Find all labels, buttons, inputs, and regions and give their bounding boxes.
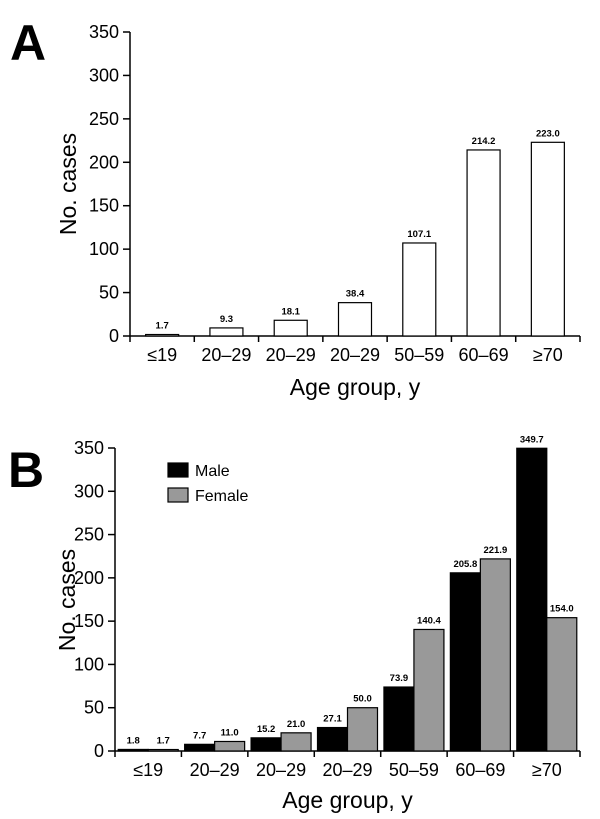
bar-female — [479, 558, 511, 752]
bar-female — [147, 748, 179, 752]
x-tick-label: ≥70 — [533, 345, 563, 365]
x-tick-label: ≤19 — [133, 760, 163, 780]
panel-a: A 0 50 100 150 200 250 300 350 ≤19 20–29 20–29 20–2… — [10, 15, 581, 400]
y-tick-label: 150 — [74, 611, 104, 631]
data-label: 27.1 — [323, 714, 342, 725]
x-tick-label: 20–29 — [266, 345, 316, 365]
data-label: 1.8 — [127, 735, 140, 746]
data-label: 205.8 — [453, 559, 477, 570]
data-label: 7.7 — [193, 730, 206, 741]
data-label: 107.1 — [407, 229, 431, 240]
bar-female — [413, 628, 445, 752]
panel-b-letter: B — [8, 442, 44, 498]
data-label: 1.7 — [156, 321, 169, 332]
x-tick-label: 50–59 — [389, 760, 439, 780]
data-label: 154.0 — [550, 604, 574, 615]
x-tick-label: 20–29 — [330, 345, 380, 365]
bar-male — [316, 726, 349, 752]
data-label: 73.9 — [390, 673, 409, 684]
y-tick-label: 100 — [74, 654, 104, 674]
x-tick-label: 20–29 — [322, 760, 372, 780]
bar-value — [337, 302, 373, 337]
data-label: 223.0 — [536, 128, 560, 139]
x-tick-label: 20–29 — [256, 760, 306, 780]
bar-female — [280, 732, 312, 752]
legend-label: Male — [195, 463, 230, 480]
bar-male — [383, 686, 415, 752]
y-axis-title: No. cases — [55, 133, 81, 235]
x-tick-label: ≤19 — [147, 345, 177, 365]
x-tick-label: ≥70 — [532, 760, 562, 780]
y-tick-label: 100 — [89, 239, 119, 259]
y-tick-label: 350 — [74, 438, 104, 458]
data-label: 50.0 — [353, 694, 372, 705]
data-label: 11.0 — [221, 727, 239, 738]
data-label: 140.4 — [417, 615, 441, 626]
data-label: 349.7 — [520, 434, 544, 445]
panel-b: B 0 50 100 150 200 250 300 350 ≤19 20–29 20–29 20–2… — [8, 434, 581, 813]
y-tick-label: 250 — [89, 109, 119, 129]
bar-male — [117, 748, 149, 752]
data-label: 221.9 — [483, 545, 507, 556]
y-tick-label: 0 — [109, 326, 119, 346]
y-tick-label: 250 — [74, 525, 104, 545]
bar-value — [145, 333, 180, 337]
x-tick-label: 50–59 — [394, 345, 444, 365]
y-tick-label: 300 — [74, 481, 104, 501]
y-tick-label: 200 — [74, 568, 104, 588]
bar-value — [466, 149, 501, 337]
y-tick-label: 0 — [94, 741, 104, 761]
y-tick-label: 150 — [89, 196, 119, 216]
data-label: 1.7 — [157, 736, 170, 747]
bar-male — [184, 743, 216, 752]
x-tick-label: 60–69 — [455, 760, 505, 780]
legend-label: Female — [195, 488, 248, 505]
bar-value — [530, 141, 565, 337]
data-label: 15.2 — [257, 724, 276, 735]
bar-male — [516, 447, 548, 752]
legend-swatch — [167, 487, 189, 503]
data-label: 21.0 — [287, 719, 306, 730]
bar-female — [346, 707, 379, 752]
y-axis-title: No. cases — [54, 549, 80, 651]
bar-female — [214, 740, 246, 752]
y-tick-label: 350 — [89, 22, 119, 42]
legend: Male Female — [167, 462, 248, 505]
y-tick-label: 50 — [99, 283, 119, 303]
x-tick-label: 20–29 — [201, 345, 251, 365]
bar-value — [209, 327, 244, 337]
legend-swatch — [167, 462, 189, 478]
bar-value — [273, 319, 308, 337]
y-tick-label: 200 — [89, 152, 119, 172]
x-axis-title: Age group, y — [290, 374, 421, 400]
x-axis-title: Age group, y — [282, 787, 413, 813]
bar-male — [449, 572, 481, 752]
bar-male — [250, 737, 282, 752]
bar-female — [546, 617, 578, 752]
x-tick-label: 60–69 — [459, 345, 509, 365]
data-label: 214.2 — [472, 136, 496, 147]
y-tick-label: 300 — [89, 65, 119, 85]
data-label: 38.4 — [346, 289, 365, 300]
x-tick-label: 20–29 — [190, 760, 240, 780]
y-tick-label: 50 — [84, 698, 104, 718]
data-label: 18.1 — [281, 306, 300, 317]
panel-a-letter: A — [10, 15, 46, 71]
bar-value — [402, 242, 437, 337]
data-label: 9.3 — [220, 314, 233, 325]
